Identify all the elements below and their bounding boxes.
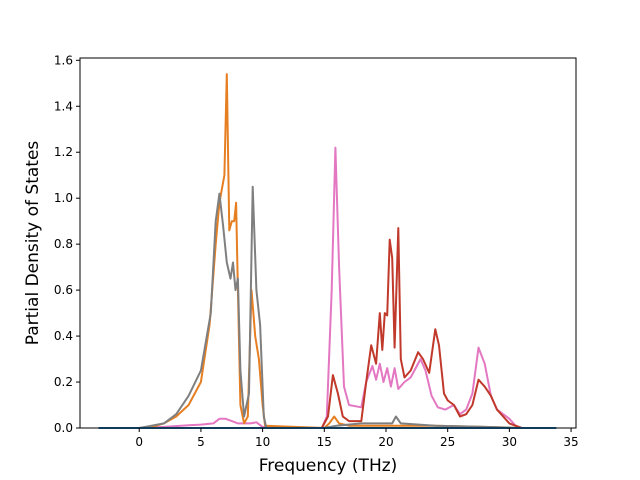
x-tick-label: 25	[440, 435, 455, 449]
y-tick-label: 1.0	[54, 191, 73, 205]
x-tick-label: 35	[563, 435, 578, 449]
y-tick-label: 0.6	[54, 283, 73, 297]
y-axis: 0.0 0.2 0.4 0.6 0.8 1.0 1.2 1.4 1.6	[54, 53, 80, 435]
x-tick-label: 5	[197, 435, 205, 449]
y-axis-label: Partial Density of States	[23, 141, 43, 346]
x-tick-label: 0	[135, 435, 143, 449]
y-tick-label: 0.0	[54, 421, 73, 435]
x-axis: 0 5 10 15 20 25 30 35	[135, 428, 579, 449]
series-line-2	[98, 185, 522, 429]
y-tick-label: 1.4	[54, 99, 73, 113]
plot-frame	[79, 57, 577, 429]
y-tick-label: 0.8	[54, 237, 73, 251]
y-tick-label: 0.2	[54, 375, 73, 389]
y-tick-label: 1.6	[54, 53, 73, 67]
x-axis-label: Frequency (THz)	[259, 456, 398, 476]
series-line-3	[98, 227, 523, 429]
y-tick-label: 0.4	[54, 329, 73, 343]
x-tick-label: 30	[502, 435, 517, 449]
x-tick-label: 20	[378, 435, 393, 449]
x-tick-label: 15	[317, 435, 332, 449]
series-line-0	[98, 146, 523, 429]
y-tick-label: 1.2	[54, 145, 73, 159]
x-tick-label: 10	[255, 435, 270, 449]
